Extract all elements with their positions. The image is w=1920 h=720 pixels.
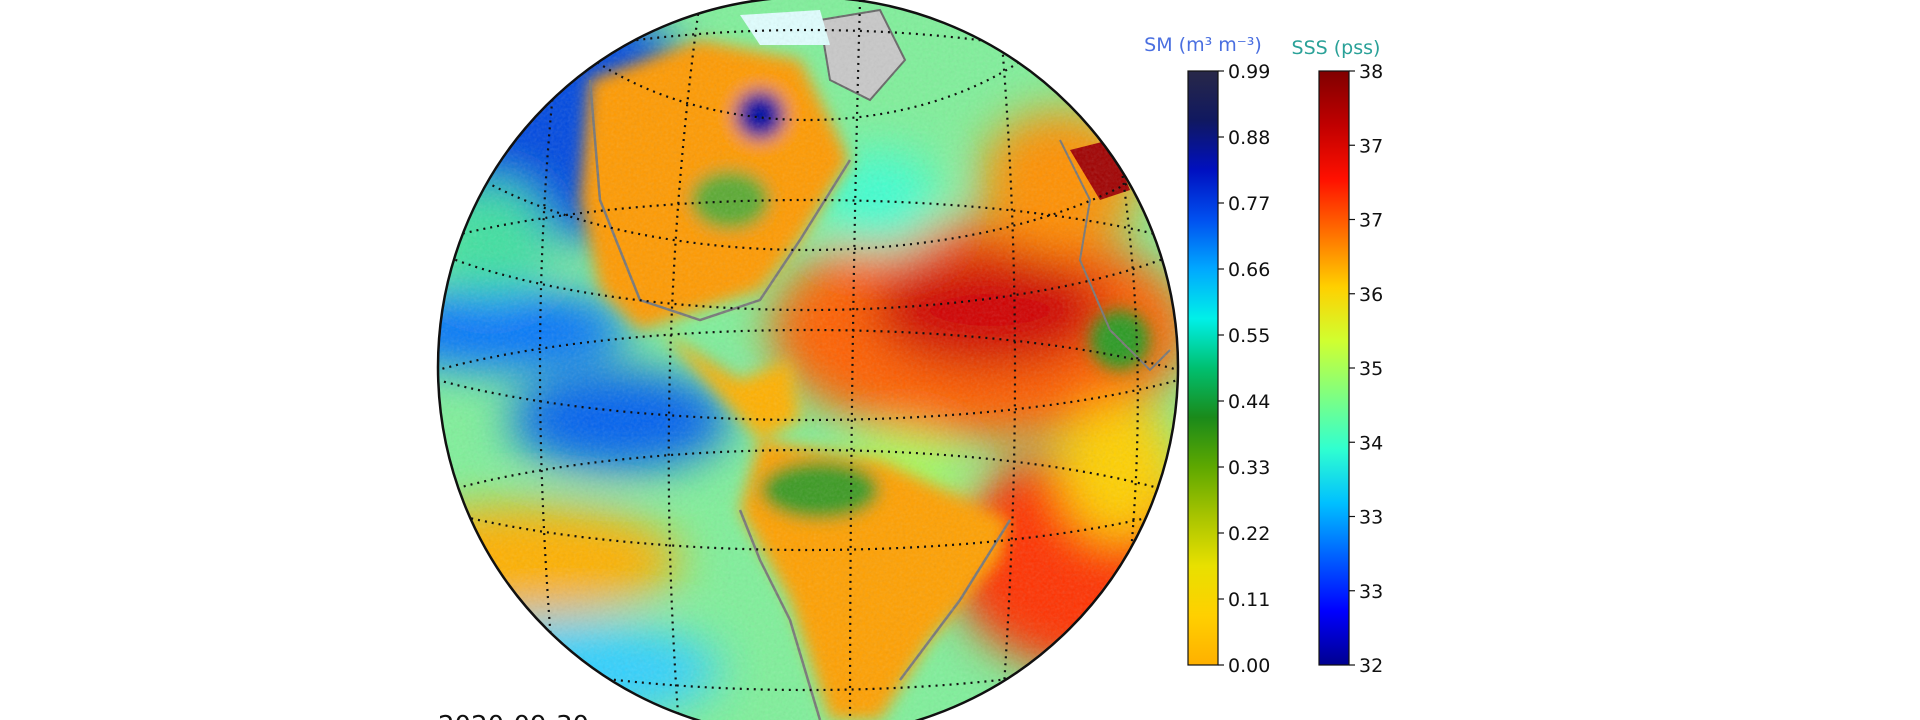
colorbar-tick-label: 36 [1359, 284, 1383, 306]
date-label: 2020-09-30 [438, 711, 589, 720]
colorbar-tick-label: 0.77 [1228, 193, 1270, 215]
colorbar-tick-label: 0.99 [1228, 61, 1270, 83]
globe-outline [436, 0, 1180, 720]
colorbar-tick-label: 33 [1359, 507, 1383, 529]
colorbar-title: SSS (pss) [1292, 37, 1381, 59]
colorbar-tick-label: 0.33 [1228, 457, 1270, 479]
colorbar [1318, 70, 1350, 666]
colorbar-title: SM (m³ m⁻³) [1144, 34, 1262, 56]
colorbar-tick-label: 0.44 [1228, 391, 1270, 413]
colorbar-tick-label: 37 [1359, 135, 1383, 157]
colorbar-tick-label: 35 [1359, 358, 1383, 380]
colorbar-tick-label: 38 [1359, 61, 1383, 83]
colorbar-tick-label: 0.88 [1228, 127, 1270, 149]
colorbar-tick-label: 0.55 [1228, 325, 1270, 347]
colorbar-tick-label: 34 [1359, 432, 1383, 454]
colorbar-tick-label: 32 [1359, 655, 1383, 677]
colorbar-tick-label: 33 [1359, 581, 1383, 603]
colorbar-tick-label: 0.22 [1228, 523, 1270, 545]
globe [438, 0, 1178, 720]
colorbar-tick-label: 0.66 [1228, 259, 1270, 281]
colorbar-tick-label: 0.11 [1228, 589, 1270, 611]
colorbar [1187, 70, 1219, 666]
colorbar-tick-label: 0.00 [1228, 655, 1270, 677]
colorbar-tick-label: 37 [1359, 210, 1383, 232]
colorbars: SM (m³ m⁻³) 0.00 0.11 0.22 0.33 0.44 0.55 0.66 0… [1144, 34, 1383, 677]
